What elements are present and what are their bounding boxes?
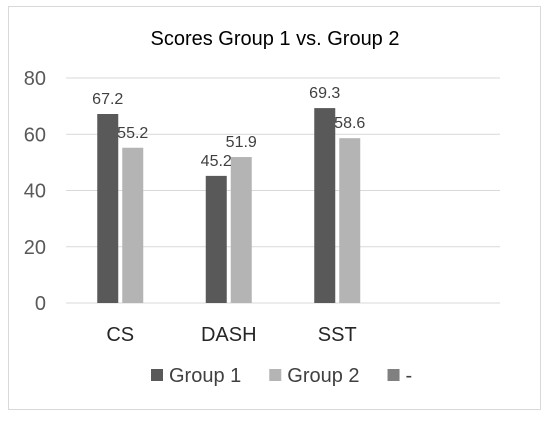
- chart-title: Scores Group 1 vs. Group 2: [150, 28, 399, 50]
- data-label: 67.2: [92, 91, 123, 108]
- y-axis: 0 20 40 60 80: [24, 68, 46, 315]
- bar-group-2-dash: [230, 157, 252, 303]
- data-label: 58.6: [334, 115, 365, 132]
- legend-label: Group 1: [169, 365, 241, 387]
- bar-group-1-cs: [97, 114, 119, 303]
- y-tick-label: 80: [24, 68, 46, 90]
- legend-label: -: [406, 365, 413, 387]
- x-tick-label-sst: SST: [318, 324, 357, 346]
- data-label: 45.2: [201, 153, 232, 170]
- y-tick-label: 60: [24, 124, 46, 146]
- x-axis: CS DASH SST: [106, 324, 356, 346]
- legend: Group 1 Group 2 -: [151, 365, 412, 387]
- data-labels: 67.2 55.2 45.2 51.9 69.3 58.6: [92, 85, 365, 170]
- bar-group-2-sst: [339, 138, 361, 303]
- bar-group-2-cs: [122, 147, 144, 303]
- data-label: 51.9: [226, 134, 257, 151]
- data-label: 69.3: [309, 85, 340, 102]
- bars: [97, 108, 361, 303]
- x-tick-label-dash: DASH: [201, 324, 257, 346]
- bar-group-1-sst: [314, 108, 336, 303]
- y-tick-label: 40: [24, 181, 46, 203]
- legend-label: Group 2: [287, 365, 359, 387]
- chart-frame: [8, 6, 541, 410]
- y-tick-label: 20: [24, 237, 46, 259]
- x-tick-label-cs: CS: [106, 324, 134, 346]
- legend-swatch-group-2: [269, 369, 282, 381]
- y-tick-label: 0: [35, 293, 46, 315]
- legend-swatch--: [387, 369, 400, 381]
- bar-group-1-dash: [205, 175, 227, 303]
- data-label: 55.2: [117, 125, 148, 142]
- legend-swatch-group-1: [151, 369, 163, 381]
